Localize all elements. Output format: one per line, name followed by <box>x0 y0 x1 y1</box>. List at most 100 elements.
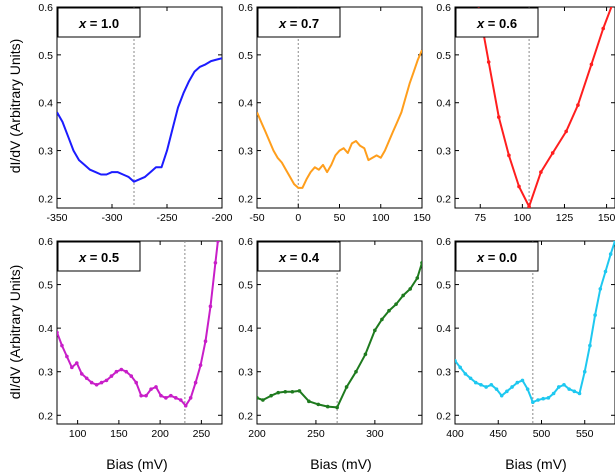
series-line <box>57 57 222 183</box>
series <box>455 241 615 405</box>
data-point <box>75 361 79 365</box>
panel-6: 0.2 0.3 0.4 0.5 0.6 400 450 500 550 x = 0.0 <box>436 236 615 440</box>
data-point <box>213 260 218 265</box>
data-point <box>124 369 129 374</box>
legend: x = 0.5 <box>57 241 141 272</box>
data-point <box>582 369 587 374</box>
x-tick-label: -300 <box>101 212 122 224</box>
legend: x = 1.0 <box>57 7 141 38</box>
legend-box <box>257 7 341 38</box>
y-tick-label: 0.5 <box>38 280 53 292</box>
data-point <box>325 404 330 409</box>
data-point <box>154 385 158 389</box>
data-point <box>479 382 483 387</box>
data-point <box>603 269 608 274</box>
data-point <box>550 151 555 155</box>
data-point <box>486 60 491 64</box>
legend-box <box>57 241 141 272</box>
data-point <box>468 376 473 381</box>
y-tick-label: 0.3 <box>436 367 451 379</box>
data-point <box>354 369 358 374</box>
data-point <box>297 389 302 393</box>
x-axis-title-right: Bias (mV) <box>505 456 566 472</box>
data-point <box>415 276 420 280</box>
panel-2: 0.2 0.3 0.4 0.5 0.6 -50 0 50 100 150 x = 0.7 <box>238 2 431 224</box>
data-point <box>203 339 208 344</box>
data-point <box>269 393 273 398</box>
x-axis-title-middle: Bias (mV) <box>310 456 371 472</box>
legend-label: x = 0.5 <box>78 250 119 265</box>
data-point <box>588 343 592 348</box>
legend: x = 0.6 <box>455 7 539 38</box>
plot-frame <box>256 240 423 425</box>
data-point <box>499 393 504 398</box>
data-point <box>589 62 594 67</box>
data-point <box>455 359 457 363</box>
x-tick-label: 250 <box>193 428 211 440</box>
y-tick-label: 0.4 <box>436 323 451 335</box>
data-point <box>531 400 535 405</box>
legend: x = 0.4 <box>257 241 341 272</box>
legend: x = 0.0 <box>455 241 539 272</box>
panel-5: 0.2 0.3 0.4 0.5 0.6 200 250 300 x = 0.4 <box>238 236 423 440</box>
data-point <box>593 313 597 317</box>
data-point <box>546 396 551 400</box>
data-point <box>57 330 59 335</box>
x-tick-label: 50 <box>334 212 346 224</box>
data-point <box>89 380 94 385</box>
data-point <box>380 317 384 322</box>
y-axis-title-top: dI/dV (Arbitrary Units) <box>7 39 23 174</box>
data-point <box>188 396 193 400</box>
y-tick-label: 0.3 <box>436 146 451 158</box>
data-point <box>104 378 109 383</box>
x-tick-label: 125 <box>556 212 574 224</box>
data-point <box>520 378 525 383</box>
series <box>477 7 613 208</box>
y-tick-label: 0.4 <box>238 98 253 110</box>
data-point <box>598 287 603 291</box>
data-point <box>577 391 582 396</box>
series <box>57 57 222 183</box>
y-tick-label: 0.4 <box>238 323 253 335</box>
panel-4: 0.2 0.3 0.4 0.5 0.6 100 150 200 250 x = 0.5 <box>38 236 223 440</box>
panel-1: 0.2 0.3 0.4 0.5 0.6 -350 -300 -250 -200 x = 1.0 <box>38 2 232 224</box>
x-tick-label: 150 <box>413 212 431 224</box>
legend-label: x = 0.0 <box>476 250 517 265</box>
data-point <box>174 396 178 400</box>
data-point <box>208 304 213 309</box>
y-tick-label: 0.3 <box>238 367 253 379</box>
plot-frame <box>454 6 615 209</box>
data-point <box>608 252 613 256</box>
legend-box <box>57 7 141 38</box>
series <box>257 260 422 410</box>
data-point <box>505 389 509 394</box>
data-point <box>144 393 148 398</box>
data-point <box>109 374 114 378</box>
data-point <box>99 380 104 385</box>
data-point <box>576 103 580 107</box>
data-point <box>489 382 494 387</box>
data-point <box>283 389 288 394</box>
data-point <box>562 382 566 387</box>
x-tick-label: 100 <box>69 428 87 440</box>
data-point <box>507 153 511 158</box>
data-point <box>496 115 501 119</box>
data-point <box>556 385 561 389</box>
x-axis-title-left: Bias (mV) <box>106 456 167 472</box>
plot-frame <box>454 240 615 425</box>
data-point <box>257 396 259 400</box>
data-point <box>344 385 349 389</box>
data-point <box>114 369 119 374</box>
data-point <box>539 170 543 174</box>
data-point <box>149 387 153 391</box>
x-tick-label: 200 <box>151 428 169 440</box>
data-point <box>290 389 295 394</box>
data-point <box>408 287 413 291</box>
y-tick-label: 0.2 <box>38 193 53 205</box>
y-tick-label: 0.5 <box>436 50 451 62</box>
data-point <box>139 393 143 398</box>
data-point <box>394 302 398 306</box>
data-point <box>572 389 577 394</box>
legend-label: x = 1.0 <box>78 16 119 31</box>
